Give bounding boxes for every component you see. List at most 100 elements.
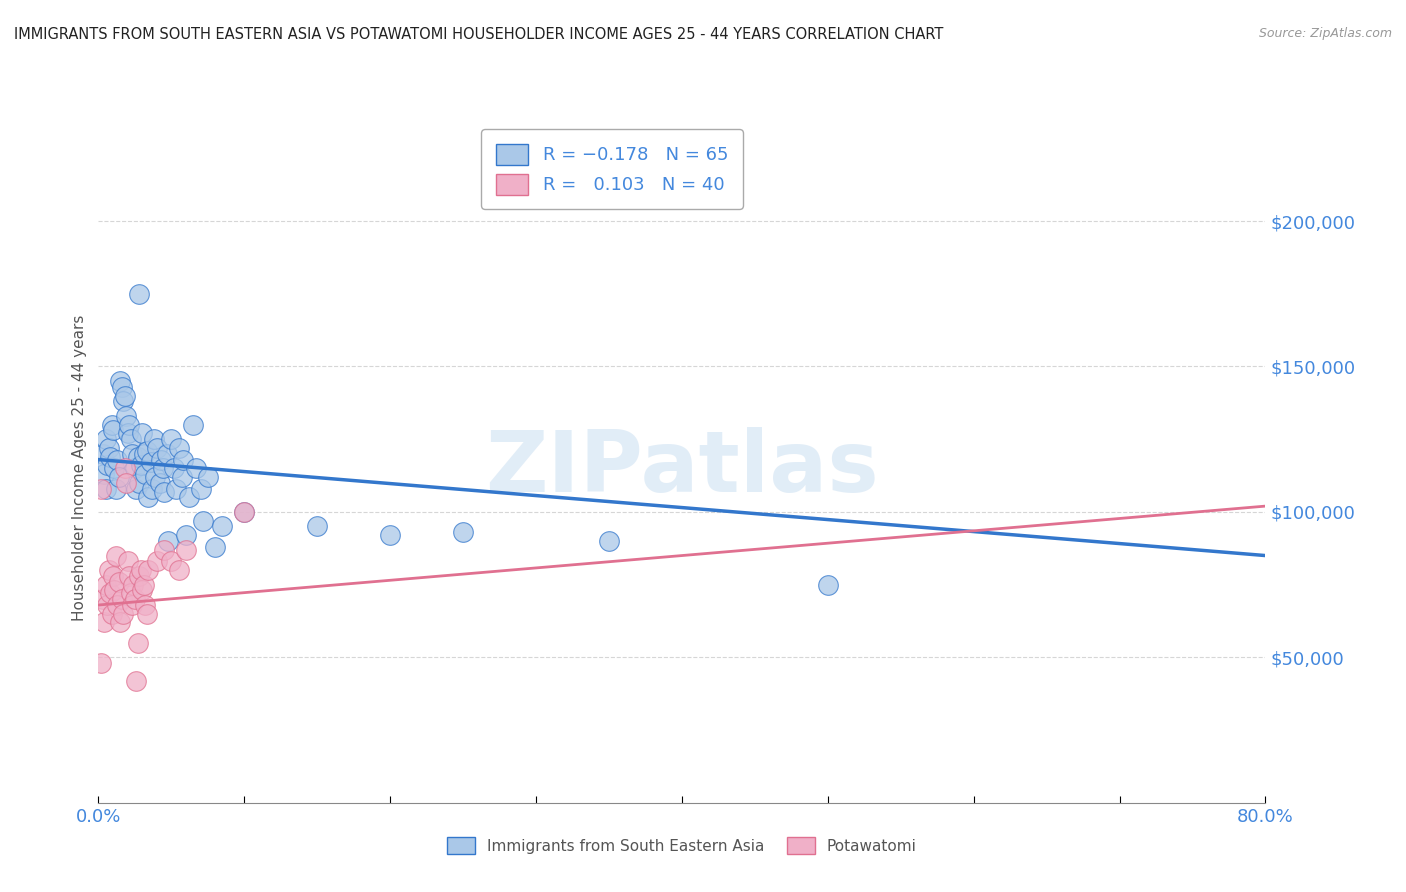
Point [129,458,152,473]
Point [197,470,219,484]
Point [152,461,174,475]
Point [172,452,194,467]
Point [135,607,157,621]
Point [96,458,118,473]
Point [134,598,156,612]
Point [127,450,149,464]
Point [114,388,136,402]
Point [91,592,114,607]
Point [131,583,153,598]
Point [129,563,152,577]
Point [165,482,187,496]
Point [90,482,112,496]
Point [105,598,128,612]
Point [97,441,120,455]
Point [136,491,159,505]
Point [91,447,114,461]
Point [160,432,183,446]
Point [233,505,256,519]
Point [101,569,124,583]
Text: ZIPatlas: ZIPatlas [485,426,879,510]
Point [98,450,121,464]
Point [96,598,118,612]
Point [181,417,204,432]
Point [93,467,115,482]
Point [127,636,149,650]
Point [174,542,197,557]
Point [149,475,172,490]
Point [110,615,132,630]
Point [132,447,155,461]
Point [204,540,226,554]
Point [97,563,120,577]
Point [94,432,117,446]
Point [132,577,155,591]
Point [104,482,127,496]
Point [193,514,215,528]
Point [120,432,142,446]
Point [817,577,839,591]
Point [105,452,128,467]
Point [233,505,256,519]
Y-axis label: Householder Income Ages 25 - 44 years: Householder Income Ages 25 - 44 years [72,315,87,622]
Point [136,563,159,577]
Point [307,519,329,533]
Point [135,443,157,458]
Point [111,592,134,607]
Text: IMMIGRANTS FROM SOUTH EASTERN ASIA VS POTAWATOMI HOUSEHOLDER INCOME AGES 25 - 44: IMMIGRANTS FROM SOUTH EASTERN ASIA VS PO… [14,27,943,42]
Point [114,461,136,475]
Point [153,542,176,557]
Text: Source: ZipAtlas.com: Source: ZipAtlas.com [1258,27,1392,40]
Point [125,673,148,688]
Point [128,286,150,301]
Point [112,607,135,621]
Point [190,482,212,496]
Point [163,461,186,475]
Point [108,574,131,589]
Point [124,461,146,475]
Point [150,452,173,467]
Point [128,569,150,583]
Point [139,455,162,469]
Point [120,586,142,600]
Point [134,467,156,482]
Point [128,475,150,490]
Point [177,491,200,505]
Point [143,470,166,484]
Point [115,475,138,490]
Point [94,577,117,591]
Point [115,409,138,423]
Point [104,549,127,563]
Point [142,432,165,446]
Point [103,583,125,598]
Point [146,441,169,455]
Point [167,441,190,455]
Point [131,426,153,441]
Point [124,592,146,607]
Point [121,447,143,461]
Point [100,607,122,621]
Point [103,461,125,475]
Point [157,534,180,549]
Point [111,380,134,394]
Point [90,656,112,670]
Point [156,447,179,461]
Point [118,417,141,432]
Point [117,554,139,568]
Point [112,394,135,409]
Point [174,528,197,542]
Point [122,577,145,591]
Point [98,586,121,600]
Point [160,554,183,568]
Legend: Immigrants from South Eastern Asia, Potawatomi: Immigrants from South Eastern Asia, Pota… [440,830,924,862]
Point [451,525,474,540]
Point [117,426,139,441]
Point [141,482,163,496]
Point [186,461,208,475]
Point [94,482,117,496]
Point [170,470,193,484]
Point [101,424,124,438]
Point [167,563,190,577]
Point [100,417,122,432]
Point [153,484,176,499]
